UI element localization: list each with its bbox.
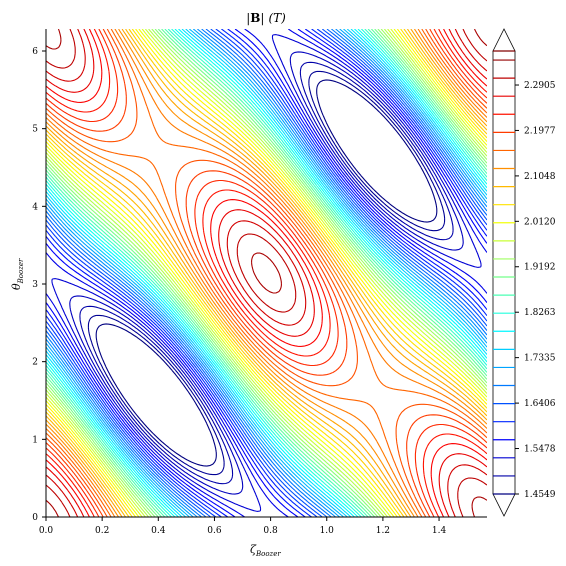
contour-level-42 [46,29,487,517]
contour-level-18 [46,29,487,517]
contour-level-35 [46,29,487,517]
y-tick-label: 5 [32,125,38,135]
contour-level-46 [46,29,487,517]
colorbar-extend-max [492,28,516,52]
colorbar-tick-label: 2.2905 [524,81,556,91]
contour-level-6 [46,29,487,517]
contour-level-9 [46,29,487,517]
contour-level-37 [46,29,487,517]
contour-level-23 [46,29,487,517]
x-tick-label: 1.2 [376,526,390,536]
colorbar-extend-min [492,493,516,517]
colorbar-tick-label: 2.1977 [524,126,556,136]
chart-title: |B| (T) [246,11,286,25]
x-tick-label: 0.6 [207,526,222,536]
contour-level-10 [46,29,487,517]
contour-level-3 [69,51,464,495]
x-tick-label: 0.2 [95,526,109,536]
contour-level-22 [46,29,487,517]
contour-level-12 [46,29,487,517]
contour-level-7 [46,29,487,517]
contour-level-41 [46,29,487,517]
x-axis-ticks: 0.0 0.2 0.4 0.6 0.8 1.0 1.2 1.4 [39,517,447,536]
contour-level-32 [46,29,487,517]
contour-level-31 [46,29,487,517]
contour-level-2 [79,61,454,485]
x-tick-label: 0.8 [263,526,278,536]
y-tick-label: 4 [32,202,38,212]
colorbar-tick-label: 2.0120 [524,217,556,227]
contour-level-38 [46,29,487,517]
colorbar-tick-label: 1.9192 [524,263,556,273]
contour-level-34 [46,29,487,517]
contour-level-25 [46,29,487,517]
contour-level-30 [46,29,487,517]
contour-level-19 [46,29,487,517]
contour-level-14 [46,29,487,517]
y-tick-label: 6 [32,47,38,57]
colorbar-tick-label: 1.4549 [524,490,556,500]
colorbar-frame [492,50,516,495]
y-tick-label: 1 [32,435,38,445]
contour-level-8 [46,29,487,517]
x-axis-label: ζBoozer [250,543,281,558]
contour-level-43 [46,29,487,517]
y-tick-label: 3 [32,280,38,290]
contour-level-39 [46,29,487,517]
contour-level-36 [46,29,487,517]
contour-level-4 [51,34,482,512]
contour-level-11 [46,29,487,517]
contour-level-45 [46,29,487,517]
y-axis-label: θBoozer [10,258,25,290]
contour-level-29 [46,29,487,517]
contour-level-5 [46,29,487,517]
contour-level-15 [46,29,487,517]
contour-level-26 [46,29,487,517]
y-tick-label: 2 [32,358,38,368]
x-tick-label: 1.4 [432,526,447,536]
contour-level-44 [46,29,487,517]
contour-level-47 [46,29,487,517]
contour-level-24 [46,29,487,517]
contour-level-0 [95,79,438,467]
contour-level-13 [46,29,487,517]
contour-level-27 [46,29,487,517]
x-tick-label: 1.0 [320,526,335,536]
contour-level-20 [46,29,487,517]
contour-level-33 [46,29,487,517]
contour-level-1 [87,70,446,476]
colorbar-tick-label: 2.1048 [524,172,556,182]
y-axis-ticks: 0 1 2 3 4 5 6 [32,47,46,523]
contour-level-28 [46,29,487,517]
colorbar-tick-label: 1.7335 [524,354,556,364]
colorbar-tick-label: 1.6406 [524,399,556,409]
y-tick-label: 0 [32,513,38,523]
contour-level-16 [46,29,487,517]
colorbar-tick-label: 1.8263 [524,308,556,318]
x-tick-label: 0.0 [39,526,54,536]
contour-lines [46,29,487,517]
contour-level-17 [46,29,487,517]
x-tick-label: 0.4 [151,526,166,536]
colorbar: 1.4549 1.5478 1.6406 1.7335 1.8263 1.9192 2.01… [492,28,556,517]
colorbar-tick-label: 1.5478 [524,445,556,455]
contour-level-21 [46,29,487,517]
plot-area [45,29,487,518]
contour-level-40 [46,29,487,517]
